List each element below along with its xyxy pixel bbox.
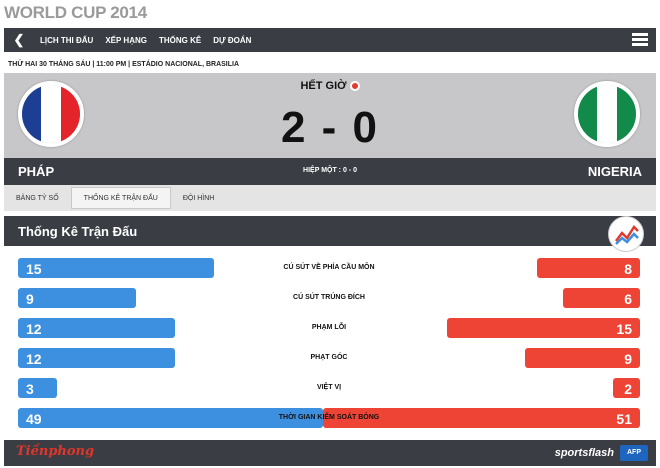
tab-bar: BẢNG TỶ SỐ THỐNG KÊ TRẬN ĐẤU ĐỘI HÌNH <box>4 185 656 211</box>
stat-row: 9 6 CÚ SÚT TRÚNG ĐÍCH <box>18 288 640 308</box>
hamburger-menu-icon[interactable] <box>632 33 648 46</box>
team-bar: PHÁP HIỆP MỘT : 0 - 0 NIGERIA <box>4 158 656 185</box>
home-stat-value: 12 <box>26 351 42 367</box>
away-stat-bar <box>563 288 640 308</box>
match-info: THỨ HAI 30 THÁNG SÁU | 11:00 PM | ESTÁDI… <box>8 61 240 68</box>
home-stat-bar <box>18 288 136 308</box>
home-team-name: PHÁP <box>18 164 55 179</box>
stat-label: CÚ SÚT VỀ PHÍA CẦU MÔN <box>283 264 375 271</box>
away-stat-bar <box>613 378 640 398</box>
live-dot-icon <box>349 81 360 91</box>
stat-row: 12 15 PHẠM LỖI <box>18 318 640 338</box>
france-flag-icon <box>18 81 84 147</box>
stat-label: VIỆT VỊ <box>316 384 342 391</box>
away-team-name: NIGERIA <box>587 164 642 179</box>
app-title: WORLD CUP 2014 <box>4 3 147 22</box>
home-stat-bar <box>18 378 57 398</box>
scoreboard: HẾT GIỜ 2 - 0 PHÁP HIỆP MỘT : 0 - 0 NIGE… <box>4 73 656 185</box>
tienphong-logo: Tiềnphong <box>16 444 95 459</box>
final-score: 2 - 0 <box>280 103 380 152</box>
home-stat-value: 15 <box>26 261 42 277</box>
away-stat-value: 6 <box>624 291 632 307</box>
top-navbar: ❮ LỊCH THI ĐẤU XẾP HẠNG THỐNG KÊ DỰ ĐOÁN <box>4 28 656 52</box>
stat-row: 3 2 VIỆT VỊ <box>18 378 640 398</box>
tab-lineups[interactable]: ĐỘI HÌNH <box>182 194 215 202</box>
home-stat-bar <box>18 348 175 368</box>
away-stat-bar <box>447 318 640 338</box>
afp-logo: AFP <box>620 445 648 461</box>
half-time-score: HIỆP MỘT : 0 - 0 <box>303 167 357 174</box>
stat-row: 12 9 PHẠT GÓC <box>18 348 640 368</box>
away-stat-value: 2 <box>624 381 632 397</box>
home-stat-value: 9 <box>26 291 34 307</box>
tab-match-stats[interactable]: THỐNG KÊ TRẬN ĐẤU <box>70 187 171 209</box>
stats-title: Thống Kê Trận Đấu <box>18 224 138 239</box>
flag-stripe <box>578 85 598 143</box>
home-stat-bar <box>18 318 175 338</box>
away-stat-bar <box>525 348 640 368</box>
flag-stripe <box>597 85 617 143</box>
tab-scoreboard[interactable]: BẢNG TỶ SỐ <box>16 194 59 202</box>
flag-stripe <box>616 85 636 143</box>
nav-item-schedule[interactable]: LỊCH THI ĐẤU <box>40 35 94 45</box>
footer: Tiềnphong sportsflash AFP <box>4 440 656 466</box>
nav-item-standings[interactable]: XẾP HẠNG <box>105 35 147 45</box>
sportsflash-logo: sportsflash <box>554 447 614 459</box>
home-stat-value: 49 <box>26 411 42 427</box>
away-stat-bar <box>323 408 640 428</box>
stat-label: THỜI GIAN KIỂM SOÁT BÓNG <box>278 414 380 421</box>
flag-stripe <box>60 85 80 143</box>
stat-label: PHẠM LỖI <box>311 324 347 331</box>
nav-item-statistics[interactable]: THỐNG KÊ <box>158 35 202 45</box>
nigeria-flag-icon <box>574 81 640 147</box>
away-stat-value: 51 <box>616 411 632 427</box>
chevron-left-icon[interactable]: ❮ <box>13 32 25 47</box>
stat-row: 15 8 CÚ SÚT VỀ PHÍA CẦU MÔN <box>18 258 640 278</box>
stat-label: CÚ SÚT TRÚNG ĐÍCH <box>293 294 365 301</box>
nav-item-predictions[interactable]: DỰ ĐOÁN <box>213 35 252 45</box>
home-stat-bar <box>18 408 323 428</box>
away-stat-value: 8 <box>624 261 632 277</box>
home-stat-bar <box>18 258 214 278</box>
flag-stripe <box>41 85 61 143</box>
match-status: HẾT GIỜ <box>4 80 656 92</box>
stat-row: 49 51 THỜI GIAN KIỂM SOÁT BÓNG <box>18 408 640 428</box>
home-stat-value: 12 <box>26 321 42 337</box>
flag-stripe <box>22 85 42 143</box>
away-stat-value: 15 <box>616 321 632 337</box>
stats-header: Thống Kê Trận Đấu <box>4 216 656 252</box>
stat-label: PHẠT GÓC <box>310 354 348 361</box>
away-stat-bar <box>537 258 640 278</box>
home-stat-value: 3 <box>26 381 34 397</box>
stats-chart-icon <box>608 216 644 252</box>
match-status-label: HẾT GIỜ <box>300 80 347 92</box>
away-stat-value: 9 <box>624 351 632 367</box>
